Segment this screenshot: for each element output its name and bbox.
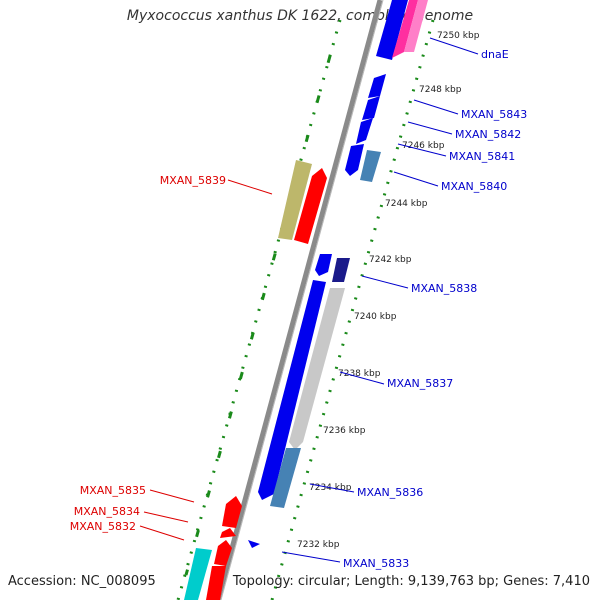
gene-label-mxan-5832[interactable]: MXAN_5832: [70, 520, 136, 533]
cds-mxan-5832-a[interactable]: [214, 540, 232, 566]
gene-label-mxan-5833[interactable]: MXAN_5833: [343, 557, 409, 570]
cds-mxan-5841[interactable]: [356, 118, 373, 144]
cds-dnae[interactable]: [376, 0, 408, 60]
gene-label-mxan-5838[interactable]: MXAN_5838: [411, 282, 477, 295]
tick-label: 7246 kbp: [402, 141, 445, 151]
cds-mxan-5834[interactable]: [220, 528, 236, 538]
reverse-gene-labels: MXAN_5839 MXAN_5835 MXAN_5834 MXAN_5832: [70, 174, 226, 533]
cds-mxan-5837-a[interactable]: [258, 280, 326, 500]
gene-label-mxan-5834[interactable]: MXAN_5834: [74, 505, 140, 518]
gene-label-mxan-5841[interactable]: MXAN_5841: [449, 150, 515, 163]
cds-mxan-5838-b[interactable]: [332, 258, 350, 282]
forward-label-leaders: [281, 37, 479, 563]
cds-mxan-5840-b[interactable]: [360, 150, 381, 182]
cds-mxan-5839-a[interactable]: [278, 160, 312, 240]
gene-label-mxan-5842[interactable]: MXAN_5842: [455, 128, 521, 141]
tick-label: 7232 kbp: [297, 540, 340, 550]
tick-label: 7238 kbp: [338, 369, 381, 379]
tick-label: 7242 kbp: [369, 255, 412, 265]
gene-label-mxan-5840[interactable]: MXAN_5840: [441, 180, 507, 193]
cds-cyan[interactable]: [184, 548, 212, 600]
forward-gene-labels: dnaE MXAN_5843 MXAN_5842 MXAN_5841 MXAN_…: [343, 48, 527, 570]
tick-label: 7248 kbp: [419, 85, 462, 95]
gene-label-mxan-5835[interactable]: MXAN_5835: [80, 484, 146, 497]
tick-label: 7250 kbp: [437, 31, 480, 41]
gene-label-mxan-5843[interactable]: MXAN_5843: [461, 108, 527, 121]
tick-label: 7240 kbp: [354, 312, 397, 322]
genome-backbone-shade: [220, 0, 384, 600]
genome-summary-text: Topology: circular; Length: 9,139,763 bp…: [232, 574, 590, 589]
cds-mxan-5840-a[interactable]: [345, 144, 364, 176]
gene-label-dnae[interactable]: dnaE: [481, 48, 509, 61]
cds-mxan-5839-b[interactable]: [294, 168, 327, 244]
cds-mxan-5843[interactable]: [368, 74, 386, 98]
reverse-label-leaders: [139, 179, 273, 541]
cds-dnae-pink-2[interactable]: [404, 0, 428, 52]
cds-dnae-pink[interactable]: [392, 0, 418, 58]
gene-label-mxan-5837[interactable]: MXAN_5837: [387, 377, 453, 390]
cds-mxan-5833[interactable]: [248, 540, 260, 548]
cds-mxan-5836[interactable]: [270, 448, 301, 508]
genome-backbone: [215, 0, 383, 600]
cds-mxan-5835[interactable]: [222, 496, 242, 528]
inner-dotted-track: [270, 19, 435, 600]
cds-mxan-5838-a[interactable]: [315, 254, 332, 276]
gene-label-mxan-5836[interactable]: MXAN_5836: [357, 486, 423, 499]
accession-text: Accession: NC_008095: [8, 574, 156, 589]
tick-label: 7244 kbp: [385, 199, 428, 209]
tick-label: 7236 kbp: [323, 426, 366, 436]
gene-label-mxan-5839[interactable]: MXAN_5839: [160, 174, 226, 187]
cds-mxan-5837-b[interactable]: [289, 288, 345, 450]
outer-dotted-track: [176, 19, 342, 600]
cds-mxan-5832-b[interactable]: [206, 566, 226, 600]
cds-mxan-5842[interactable]: [362, 96, 380, 120]
